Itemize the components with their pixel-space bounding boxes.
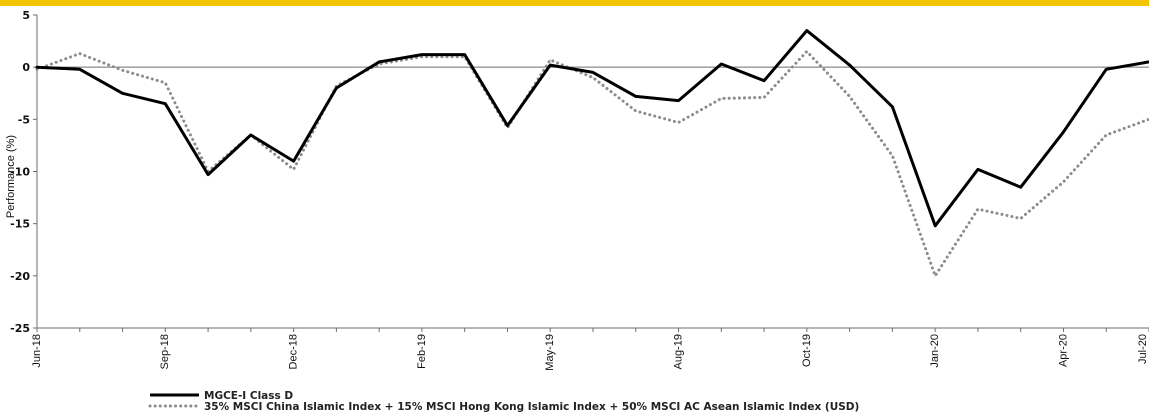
data-point-fund: [464, 54, 466, 56]
x-tick-label: Dec-18: [288, 334, 300, 369]
y-tick-label: 5: [22, 9, 30, 22]
y-axis-label: Performance (%): [5, 135, 17, 218]
data-point-fund: [378, 61, 380, 63]
legend-label-fund: MGCE-I Class D: [204, 390, 293, 402]
data-point-fund: [1020, 186, 1022, 188]
data-point-benchmark: [977, 208, 979, 210]
data-point-fund: [635, 95, 637, 97]
x-tick-label: Feb-19: [416, 334, 428, 369]
data-point-fund: [977, 168, 979, 170]
data-point-benchmark: [1105, 134, 1107, 136]
data-point-benchmark: [293, 168, 295, 170]
data-point-fund: [763, 80, 765, 82]
data-point-fund: [293, 160, 295, 162]
data-point-fund: [36, 66, 38, 68]
x-tick-label: Jan-20: [929, 334, 941, 368]
data-point-fund: [891, 106, 893, 108]
data-point-fund: [164, 103, 166, 105]
data-point-fund: [1105, 68, 1107, 70]
data-point-fund: [849, 64, 851, 66]
data-point-benchmark: [122, 69, 124, 71]
data-point-fund: [250, 134, 252, 136]
series-line-benchmark: [35, 50, 1149, 278]
x-tick-label: Aug-19: [672, 334, 684, 369]
data-point-benchmark: [849, 95, 851, 97]
data-point-benchmark: [678, 121, 680, 123]
data-point-fund: [549, 64, 551, 66]
data-point-fund: [207, 174, 209, 176]
data-point-benchmark: [164, 82, 166, 84]
data-point-benchmark: [720, 97, 722, 99]
y-tick-label: -15: [10, 218, 30, 231]
data-point-fund: [1062, 131, 1064, 133]
legend-label-benchmark: 35% MSCI China Islamic Index + 15% MSCI …: [204, 401, 859, 413]
data-point-benchmark: [891, 155, 893, 157]
data-point-fund: [934, 225, 936, 227]
data-point-benchmark: [763, 96, 765, 98]
y-tick-label: 0: [22, 61, 30, 74]
data-point-benchmark: [635, 110, 637, 112]
x-tick-label: Apr-20: [1057, 334, 1069, 367]
data-point-benchmark: [36, 68, 38, 70]
data-point-benchmark: [506, 127, 508, 129]
data-point-benchmark: [79, 53, 81, 55]
x-tick-label: Sep-18: [159, 334, 171, 369]
data-point-fund: [421, 54, 423, 56]
x-tick-label: Jun-18: [31, 334, 43, 368]
data-point-benchmark: [421, 56, 423, 58]
x-axis-ticks: Jun-18 Sep-18 Dec-18 Feb-19 May-19 Aug-19 Oct-…: [31, 328, 1149, 371]
data-point-benchmark: [934, 275, 936, 277]
data-point-benchmark: [549, 59, 551, 61]
y-tick-label: -10: [10, 166, 30, 179]
y-tick-label: -20: [10, 270, 30, 283]
data-point-fund: [335, 87, 337, 89]
data-point-fund: [79, 68, 81, 70]
top-accent-bar: [0, 0, 1149, 6]
chart-legend: MGCE-I Class D 35% MSCI China Islamic In…: [148, 390, 859, 413]
y-axis-ticks: 5 0 -5 -10 -15 -20 -25: [10, 9, 37, 335]
data-point-benchmark: [1062, 181, 1064, 183]
data-point-benchmark: [592, 77, 594, 79]
data-point-fund: [720, 63, 722, 65]
x-tick-label: Jul-20: [1137, 334, 1149, 364]
data-point-fund: [506, 125, 508, 127]
chart-series: [35, 29, 1149, 278]
data-point-fund: [678, 100, 680, 102]
series-line-fund: [35, 29, 1149, 228]
data-point-benchmark: [806, 51, 808, 53]
data-point-fund: [592, 71, 594, 73]
y-tick-label: -25: [10, 322, 30, 335]
data-point-fund: [806, 30, 808, 32]
data-point-fund: [122, 92, 124, 94]
x-tick-label: Oct-19: [801, 334, 813, 367]
y-tick-label: -5: [18, 113, 30, 126]
data-point-benchmark: [1020, 217, 1022, 219]
x-tick-label: May-19: [544, 334, 556, 371]
